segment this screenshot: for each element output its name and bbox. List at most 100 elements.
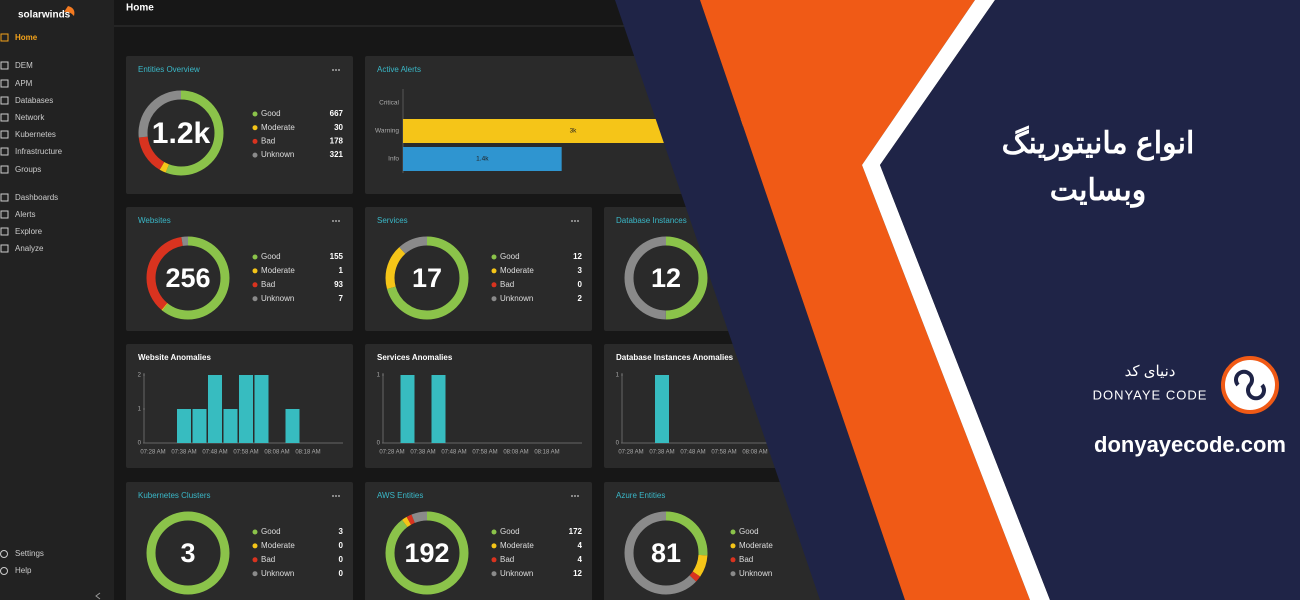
nav-icon xyxy=(0,227,9,236)
legend-label: Unknown xyxy=(500,569,533,578)
x-tick-label: 07:38 AM xyxy=(171,450,196,456)
collapse-icon[interactable] xyxy=(95,592,101,600)
legend-value: 4 xyxy=(578,555,583,564)
banner-title: انواع مانیتورینگ xyxy=(1002,125,1195,161)
legend-value: 155 xyxy=(330,252,344,261)
nav-icon xyxy=(0,147,9,156)
nav-item[interactable]: Kubernetes xyxy=(15,130,56,139)
nav-item[interactable]: APM xyxy=(15,79,33,88)
menu-dot[interactable] xyxy=(335,495,337,497)
legend-value: 12 xyxy=(573,252,582,261)
menu-dot[interactable] xyxy=(574,220,576,222)
menu-dot[interactable] xyxy=(332,69,334,71)
category-label: Info xyxy=(388,156,399,163)
menu-dot[interactable] xyxy=(574,495,576,497)
panel xyxy=(365,482,592,600)
widget-title: Kubernetes Clusters xyxy=(138,491,210,500)
menu-dot[interactable] xyxy=(335,69,337,71)
nav-item[interactable]: Settings xyxy=(15,549,44,558)
panel xyxy=(126,56,353,194)
donut-center: 192 xyxy=(404,538,449,568)
menu-dot[interactable] xyxy=(338,220,340,222)
menu-dot[interactable] xyxy=(571,495,573,497)
x-tick-label: 07:48 AM xyxy=(202,450,227,456)
legend-label: Moderate xyxy=(261,266,295,275)
x-tick-label: 08:18 AM xyxy=(534,450,559,456)
nav-item[interactable]: Groups xyxy=(15,165,41,174)
brand: solarwinds xyxy=(18,10,71,21)
nav-item[interactable]: Help xyxy=(15,566,32,575)
nav-item[interactable]: DEM xyxy=(15,61,33,70)
widget-title: Services xyxy=(377,216,408,225)
legend-value: 12 xyxy=(573,569,582,578)
panel xyxy=(365,207,592,331)
legend-dot xyxy=(252,282,258,288)
nav-icon xyxy=(0,567,8,575)
legend-label: Bad xyxy=(500,555,514,564)
legend-dot xyxy=(252,254,258,260)
panel xyxy=(604,482,830,600)
menu-dot[interactable] xyxy=(332,495,334,497)
donut-segment xyxy=(385,236,469,320)
widget-title: Active Alerts xyxy=(377,65,421,74)
legend-dot xyxy=(730,557,736,563)
x-tick-label: 07:28 AM xyxy=(618,450,643,456)
donut-center: 256 xyxy=(165,263,210,293)
x-tick-label: 08:08 AM xyxy=(264,450,289,456)
nav-item[interactable]: Network xyxy=(15,113,45,122)
anomaly-bar xyxy=(655,375,669,443)
legend-dot xyxy=(730,571,736,577)
x-tick-label: 07:28 AM xyxy=(379,450,404,456)
category-label: Warning xyxy=(375,128,399,135)
nav-item[interactable]: Explore xyxy=(15,227,43,236)
nav-item[interactable]: Home xyxy=(15,33,38,42)
x-tick-label: 08:08 AM xyxy=(742,450,767,456)
widget-title: Database Instances xyxy=(616,216,687,225)
x-tick-label: 07:38 AM xyxy=(649,450,674,456)
donut-center: 3 xyxy=(180,538,195,568)
legend-value: 0 xyxy=(339,541,344,550)
legend-dot xyxy=(252,268,258,274)
nav-item[interactable]: Databases xyxy=(15,96,53,105)
legend-value: 667 xyxy=(330,109,344,118)
menu-dot[interactable] xyxy=(332,220,334,222)
menu-dot[interactable] xyxy=(338,69,340,71)
anomaly-bar xyxy=(285,409,300,443)
nav-item[interactable]: Analyze xyxy=(15,244,44,253)
nav-icon xyxy=(0,113,9,122)
legend-label: Moderate xyxy=(261,541,295,550)
donut-center: 1.2k xyxy=(152,117,211,150)
legend-dot xyxy=(252,557,258,563)
donut-center: 12 xyxy=(651,263,681,293)
legend-value: 178 xyxy=(330,137,344,146)
menu-dot[interactable] xyxy=(335,220,337,222)
menu-dot[interactable] xyxy=(338,495,340,497)
bar-label: 3k xyxy=(570,128,578,135)
donut-segment xyxy=(624,236,708,320)
menu-dot[interactable] xyxy=(571,220,573,222)
donut-segment xyxy=(146,236,230,320)
legend-label: Good xyxy=(500,252,520,261)
legend-label: Bad xyxy=(739,555,753,564)
legend-value: 4 xyxy=(578,541,583,550)
y-tick-label: 0 xyxy=(138,441,142,447)
nav-item[interactable]: Infrastructure xyxy=(15,147,63,156)
legend-label: Moderate xyxy=(500,266,534,275)
banner-title: وبسایت xyxy=(1050,174,1147,208)
menu-dot[interactable] xyxy=(577,220,579,222)
nav-item[interactable]: Dashboards xyxy=(15,193,58,202)
y-tick-label: 0 xyxy=(377,441,381,447)
legend-label: Unknown xyxy=(261,294,294,303)
menu-dot[interactable] xyxy=(577,495,579,497)
x-tick-label: 07:58 AM xyxy=(233,450,258,456)
nav-item[interactable]: Alerts xyxy=(15,210,35,219)
alert-bar xyxy=(403,147,562,171)
y-tick-label: 1 xyxy=(377,373,381,379)
legend-label: Unknown xyxy=(500,294,533,303)
panel xyxy=(365,344,592,468)
anomaly-bar xyxy=(192,409,207,443)
anomaly-bar xyxy=(223,409,238,443)
legend-value: 0 xyxy=(578,280,583,289)
legend-dot xyxy=(252,152,258,158)
